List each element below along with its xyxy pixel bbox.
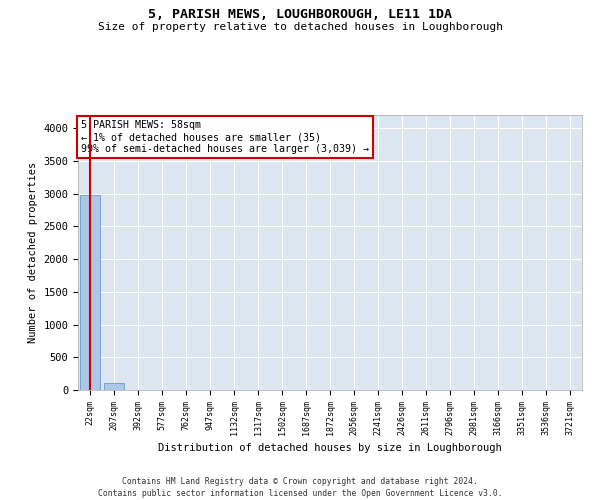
Bar: [104, 384, 124, 390]
Text: Contains public sector information licensed under the Open Government Licence v3: Contains public sector information licen…: [98, 488, 502, 498]
Text: 5 PARISH MEWS: 58sqm
← 1% of detached houses are smaller (35)
99% of semi-detach: 5 PARISH MEWS: 58sqm ← 1% of detached ho…: [80, 120, 368, 154]
Text: Contains HM Land Registry data © Crown copyright and database right 2024.: Contains HM Land Registry data © Crown c…: [122, 477, 478, 486]
Text: 5, PARISH MEWS, LOUGHBOROUGH, LE11 1DA: 5, PARISH MEWS, LOUGHBOROUGH, LE11 1DA: [148, 8, 452, 20]
X-axis label: Distribution of detached houses by size in Loughborough: Distribution of detached houses by size …: [158, 443, 502, 453]
Text: Size of property relative to detached houses in Loughborough: Size of property relative to detached ho…: [97, 22, 503, 32]
Bar: [80, 195, 100, 390]
Y-axis label: Number of detached properties: Number of detached properties: [28, 162, 38, 343]
